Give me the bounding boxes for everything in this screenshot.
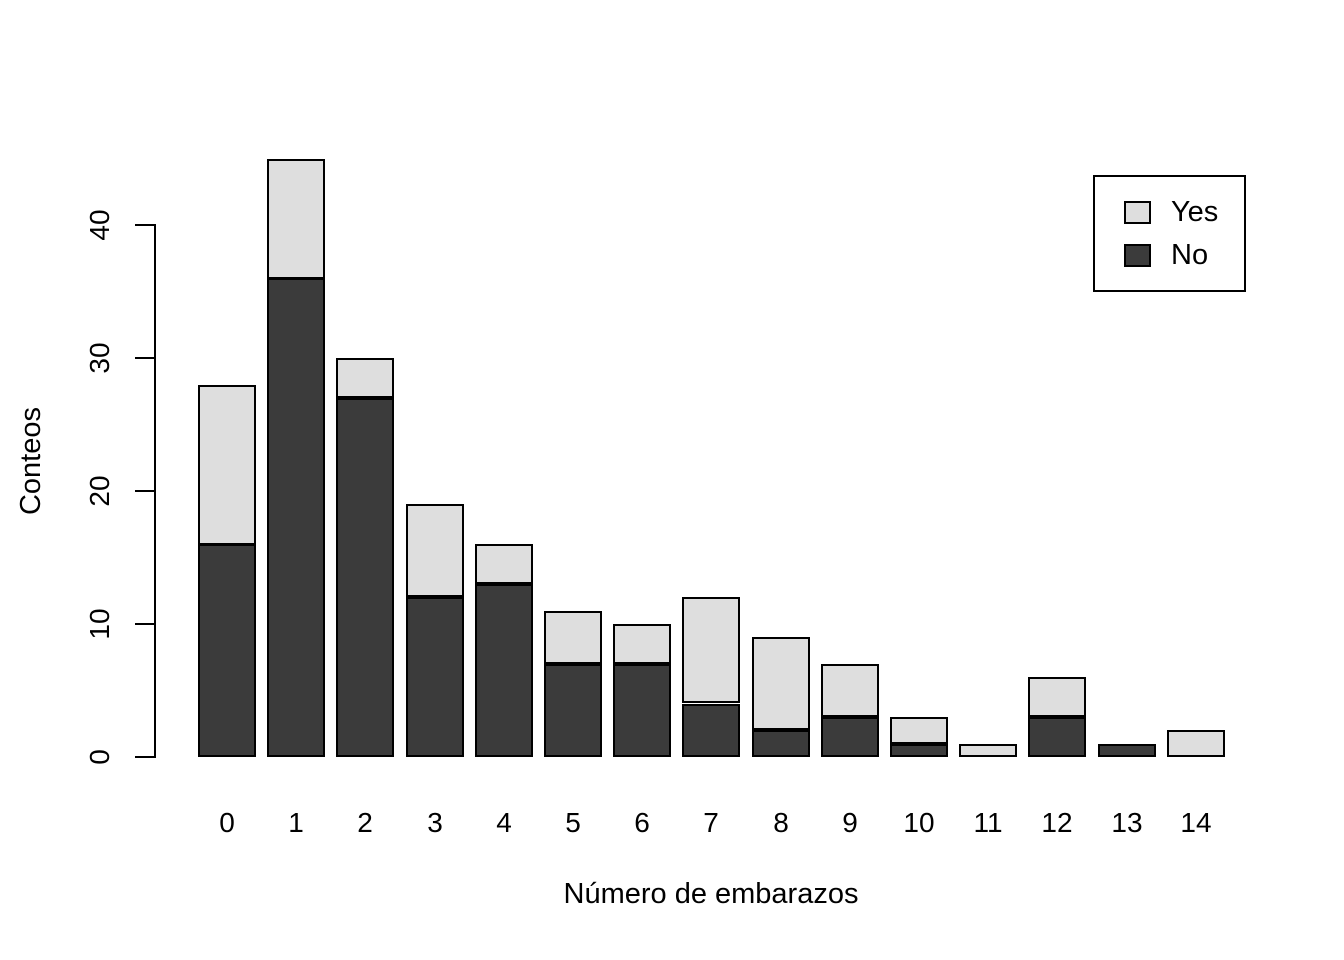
bar-segment-yes bbox=[406, 504, 464, 597]
legend-swatch-yes bbox=[1124, 200, 1151, 224]
bar-segment-no bbox=[752, 730, 810, 757]
bar-segment-yes bbox=[544, 611, 602, 664]
bar-segment-yes bbox=[613, 624, 671, 664]
bar-segment-no bbox=[890, 744, 948, 757]
y-tick-label: 40 bbox=[84, 209, 115, 241]
x-category-label: 6 bbox=[634, 807, 650, 838]
y-tick-mark bbox=[135, 224, 154, 226]
y-axis-line bbox=[154, 224, 156, 758]
legend-entry-no: No bbox=[1124, 238, 1244, 271]
bar-segment-yes bbox=[890, 717, 948, 744]
x-axis-title: Número de embarazos bbox=[563, 878, 859, 910]
legend-label-yes: Yes bbox=[1171, 195, 1219, 228]
y-tick-mark bbox=[135, 756, 154, 758]
bar-segment-yes bbox=[1028, 677, 1086, 717]
x-category-label: 4 bbox=[496, 807, 512, 838]
y-tick-label: 30 bbox=[84, 342, 115, 374]
legend-box: Yes No bbox=[1093, 175, 1246, 292]
bar-segment-yes bbox=[475, 544, 533, 584]
legend-swatch-no bbox=[1124, 243, 1151, 267]
bar-segment-yes bbox=[336, 358, 394, 398]
y-tick-label: 10 bbox=[84, 608, 115, 640]
bar-segment-no bbox=[613, 664, 671, 757]
bar-segment-yes bbox=[198, 385, 256, 545]
bar-segment-yes bbox=[682, 597, 740, 703]
bar-segment-yes bbox=[1167, 730, 1225, 757]
x-category-label: 0 bbox=[219, 807, 235, 838]
x-category-label: 10 bbox=[903, 807, 935, 838]
bar-segment-no bbox=[1098, 744, 1156, 757]
bar-segment-no bbox=[821, 717, 879, 757]
bar-segment-yes bbox=[821, 664, 879, 717]
x-category-label: 11 bbox=[973, 807, 1003, 838]
x-category-label: 7 bbox=[703, 807, 719, 838]
y-axis-title: Conteos bbox=[14, 407, 47, 516]
y-tick-mark bbox=[135, 623, 154, 625]
bar-segment-no bbox=[1028, 717, 1086, 757]
x-category-label: 14 bbox=[1180, 807, 1212, 838]
bar-segment-no bbox=[336, 398, 394, 757]
legend-entry-yes: Yes bbox=[1124, 195, 1244, 228]
bar-segment-no bbox=[682, 704, 740, 757]
x-category-label: 9 bbox=[842, 807, 858, 838]
y-tick-mark bbox=[135, 490, 154, 492]
y-tick-label: 0 bbox=[84, 749, 115, 765]
x-category-label: 2 bbox=[357, 807, 373, 838]
bar-segment-no bbox=[267, 278, 325, 757]
x-category-label: 13 bbox=[1111, 807, 1143, 838]
y-tick-label: 20 bbox=[84, 475, 115, 507]
bar-segment-no bbox=[475, 584, 533, 757]
x-category-label: 1 bbox=[288, 807, 304, 838]
bar-segment-no bbox=[544, 664, 602, 757]
bar-segment-yes bbox=[959, 744, 1017, 757]
x-category-label: 8 bbox=[773, 807, 789, 838]
bar-segment-yes bbox=[752, 637, 810, 730]
x-category-label: 3 bbox=[427, 807, 443, 838]
bar-segment-yes bbox=[267, 159, 325, 279]
bar-segment-no bbox=[198, 544, 256, 757]
x-category-label: 12 bbox=[1041, 807, 1073, 838]
legend-label-no: No bbox=[1171, 238, 1209, 271]
x-category-label: 5 bbox=[565, 807, 581, 838]
y-tick-mark bbox=[135, 357, 154, 359]
bar-segment-no bbox=[406, 597, 464, 757]
